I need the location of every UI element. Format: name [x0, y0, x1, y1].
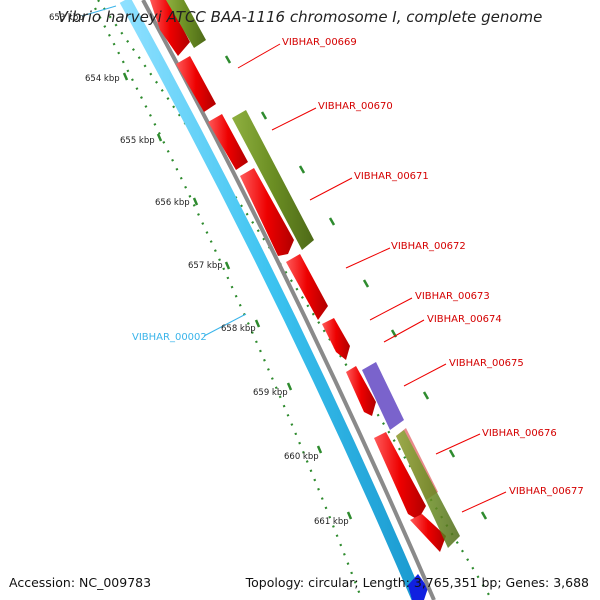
gene-arrow — [150, 0, 190, 56]
genome-stats-text: Topology: circular; Length: 3,765,351 bp… — [245, 575, 589, 590]
gene-arrow — [346, 366, 376, 416]
gene-arrow — [176, 56, 216, 112]
gene-label-vibhar-00672: VIBHAR_00672 — [391, 241, 466, 252]
gene-arrow — [286, 254, 328, 320]
gene-label-vibhar-00002: VIBHAR_00002 — [132, 332, 207, 343]
gene-label-vibhar-00671: VIBHAR_00671 — [354, 171, 429, 182]
gene-labels: VIBHAR_00669 VIBHAR_00670 VIBHAR_00671 V… — [132, 37, 584, 497]
gene-label-vibhar-00669: VIBHAR_00669 — [282, 37, 357, 48]
top-label-leader — [81, 5, 117, 17]
label-leader-lines — [237, 43, 507, 513]
gene-label-vibhar-00670: VIBHAR_00670 — [318, 101, 393, 112]
gene-label-vibhar-00674: VIBHAR_00674 — [427, 314, 502, 325]
tick-label: 657 kbp — [188, 261, 223, 271]
gene-label-vibhar-00675: VIBHAR_00675 — [449, 358, 524, 369]
purple-feature — [362, 362, 404, 430]
map-title: Vibrio harveyi ATCC BAA-1116 chromosome … — [57, 8, 543, 26]
cds-strand — [150, 0, 446, 552]
inner-ring-major-ticks — [122, 72, 353, 520]
gene-label-vibhar-00676: VIBHAR_00676 — [482, 428, 557, 439]
cyan-label-leader — [203, 313, 247, 337]
olive-feature — [232, 110, 314, 250]
outer-ring-major-ticks — [224, 55, 488, 520]
scale-tick-labels: 653 kbp 654 kbp 655 kbp 656 kbp 657 kbp … — [49, 13, 349, 527]
tick-label: 654 kbp — [85, 74, 120, 84]
gene-arrow — [374, 432, 426, 520]
cyan-feature-band — [119, 0, 424, 600]
tick-label: 660 kbp — [284, 452, 319, 462]
gene-label-vibhar-00677: VIBHAR_00677 — [509, 486, 584, 497]
gene-arrow — [322, 318, 350, 360]
tick-label: 655 kbp — [120, 136, 155, 146]
gene-arrow — [208, 114, 248, 170]
tick-label: 656 kbp — [155, 198, 190, 208]
accession-text: Accession: NC_009783 — [9, 575, 152, 590]
tick-label: 658 kbp — [221, 324, 256, 334]
backbone-line — [141, 0, 436, 600]
gene-label-vibhar-00673: VIBHAR_00673 — [415, 291, 490, 302]
gene-arrow — [410, 514, 446, 552]
gene-arrow — [240, 168, 294, 256]
tick-label: 659 kbp — [253, 388, 288, 398]
olive-feature — [396, 430, 460, 548]
tick-label: 653 kbp — [49, 13, 84, 23]
outer-feature-strand — [166, 0, 460, 548]
blue-feature-arrow — [408, 574, 428, 600]
olive-feature — [166, 0, 206, 48]
tick-label: 661 kbp — [314, 517, 349, 527]
